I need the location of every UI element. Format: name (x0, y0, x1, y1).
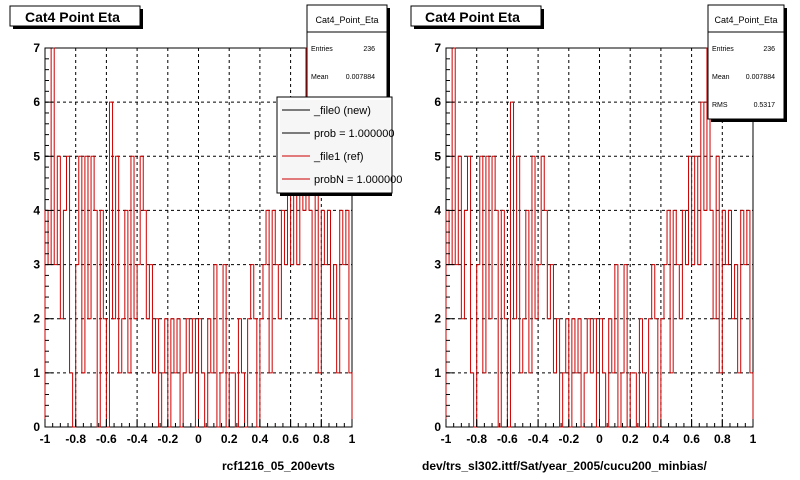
x-tick-label: 0.2 (622, 432, 639, 446)
x-tick-label: 0.6 (282, 432, 299, 446)
x-tick-label: -0.8 (466, 432, 487, 446)
stats-box-right: Cat4_Point_Eta Entries 236 Mean 0.007884… (707, 4, 787, 122)
x-tick-label: -0.4 (528, 432, 549, 446)
stats-label-entries-right: Entries (712, 46, 734, 53)
stats-label-rms-right: RMS (712, 102, 728, 109)
y-tick-label: 4 (434, 203, 441, 217)
legend-label-probn: probN = 1.000000 (314, 174, 402, 186)
x-axis-label-left: rcf1216_05_200evts (222, 459, 335, 473)
y-tick-label: 3 (434, 258, 441, 272)
title-box-right: Cat4 Point Eta (410, 5, 544, 29)
stats-name-left: Cat4_Point_Eta (315, 15, 378, 25)
y-tick-label: 1 (33, 366, 40, 380)
y-tick-label: 7 (33, 41, 40, 55)
pad-right: -1 -0.8 -0.6 -0.4 -0.2 0 0.2 0.4 0.6 0.8 1 0 1 2 3 4 5 6 7… (410, 4, 787, 473)
stats-value-mean-left: 0.007884 (346, 74, 375, 81)
x-tick-label: 0.4 (653, 432, 670, 446)
x-tick-label: -1 (40, 432, 51, 446)
y-tick-label: 1 (434, 366, 441, 380)
x-tick-label: 1 (349, 432, 356, 446)
y-tick-label: 7 (434, 41, 441, 55)
chart-title-left: Cat4 Point Eta (25, 9, 120, 25)
x-tick-label: -0.2 (157, 432, 178, 446)
x-tick-label: -0.6 (497, 432, 518, 446)
x-tick-label: 0.8 (714, 432, 731, 446)
x-tick-label: -0.8 (65, 432, 86, 446)
legend-label-new: _file0 (new) (313, 105, 371, 117)
legend-label-ref: _file1 (ref) (313, 151, 364, 163)
pad-left: -1 -0.8 -0.6 -0.4 -0.2 0 0.2 0.4 0.6 0.8 1 0 1 2 3 4 5 6 7… (9, 4, 402, 473)
y-tick-label: 5 (434, 149, 441, 163)
x-tick-label: -0.6 (96, 432, 117, 446)
y-tick-label: 3 (33, 258, 40, 272)
y-tick-label: 0 (434, 420, 441, 434)
stats-name-right: Cat4_Point_Eta (714, 15, 777, 25)
chart-title-right: Cat4 Point Eta (425, 9, 520, 25)
legend-label-prob: prob = 1.000000 (314, 128, 394, 140)
y-tick-label: 2 (33, 312, 40, 326)
tick-labels-left: -1 -0.8 -0.6 -0.4 -0.2 0 0.2 0.4 0.6 0.8 1 0 1 2 3 4 5 6 7 (33, 41, 355, 446)
x-tick-label: -0.4 (127, 432, 148, 446)
x-tick-label: 0.2 (221, 432, 238, 446)
y-tick-label: 0 (33, 420, 40, 434)
title-box-left: Cat4 Point Eta (9, 5, 143, 29)
x-tick-label: -0.2 (558, 432, 579, 446)
x-tick-label: 0.8 (313, 432, 330, 446)
stats-label-mean-left: Mean (311, 74, 329, 81)
y-tick-label: 2 (434, 312, 441, 326)
x-tick-label: 1 (750, 432, 757, 446)
x-tick-label: 0 (195, 432, 202, 446)
stats-label-entries-left: Entries (311, 46, 333, 53)
y-tick-label: 4 (33, 203, 40, 217)
stats-label-mean-right: Mean (712, 74, 730, 81)
x-axis-label-right: dev/trs_sl302.ittf/Sat/year_2005/cucu200… (422, 459, 707, 473)
x-tick-label: 0.4 (252, 432, 269, 446)
x-tick-label: -1 (441, 432, 452, 446)
x-tick-label: 0.6 (683, 432, 700, 446)
legend-left: _file0 (new) prob = 1.000000 _file1 (ref… (276, 96, 402, 196)
y-tick-label: 5 (33, 149, 40, 163)
stats-value-entries-left: 236 (363, 46, 375, 53)
x-tick-label: 0 (596, 432, 603, 446)
stats-value-entries-right: 236 (763, 46, 775, 53)
stats-value-mean-right: 0.007884 (746, 74, 775, 81)
y-tick-label: 6 (434, 95, 441, 109)
tick-labels-right: -1 -0.8 -0.6 -0.4 -0.2 0 0.2 0.4 0.6 0.8 1 0 1 2 3 4 5 6 7 (434, 41, 756, 446)
stats-value-rms-right: 0.5317 (754, 102, 776, 109)
y-tick-label: 6 (33, 95, 40, 109)
axis-ticks-right (445, 47, 754, 428)
axis-ticks-left (44, 47, 353, 428)
